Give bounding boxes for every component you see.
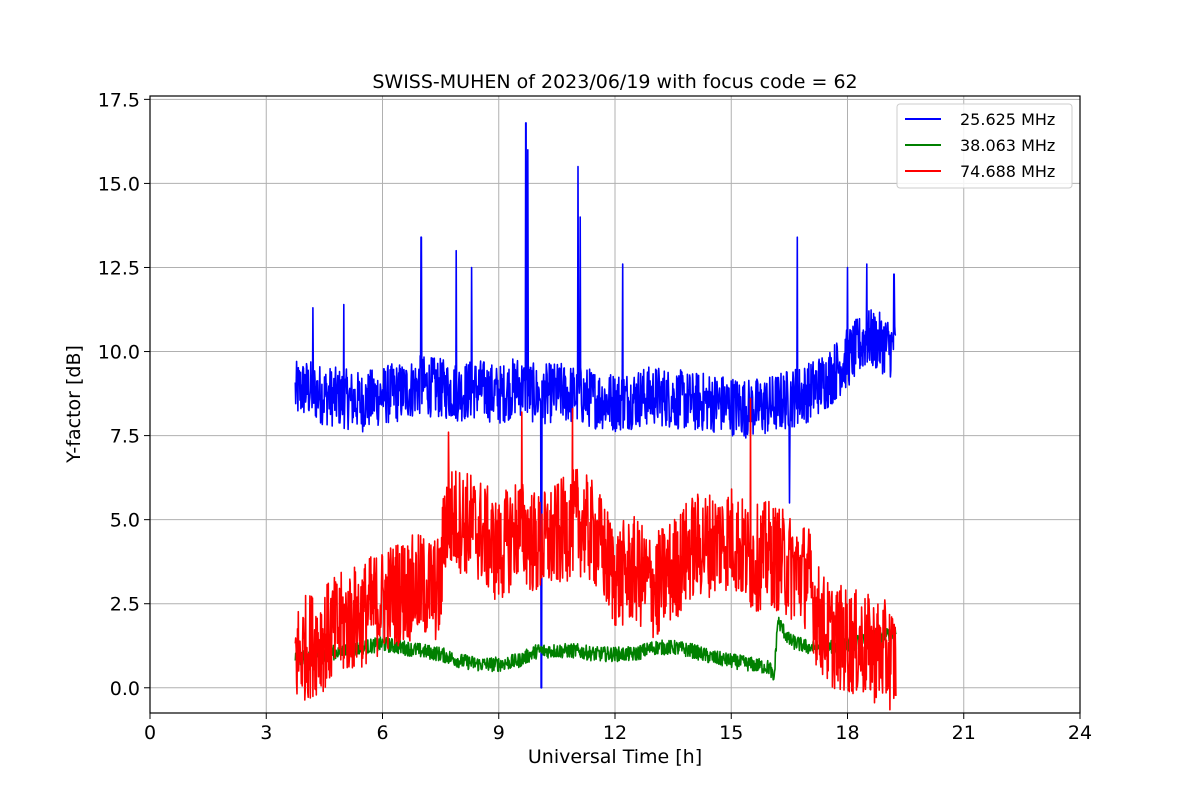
x-tick-label: 9	[493, 722, 505, 744]
series-line	[294, 616, 897, 681]
x-tick-label: 12	[603, 722, 627, 744]
x-tick-label: 0	[144, 722, 156, 744]
legend-entry: 74.688 MHz	[960, 162, 1055, 181]
x-tick-label: 3	[260, 722, 272, 744]
legend-entry: 25.625 MHz	[960, 110, 1055, 129]
plot-series	[294, 122, 897, 711]
axis-ticks: 0 3 6 9 12 15 18 21 24 0.0 2.5 5.0 7.5 10.0 12.5 15.0 17…	[98, 89, 1092, 744]
x-tick-label: 21	[952, 722, 976, 744]
legend-box	[896, 103, 1073, 189]
x-tick-label: 18	[835, 722, 859, 744]
x-tick-label: 24	[1068, 722, 1092, 744]
y-tick-label: 0.0	[110, 678, 140, 700]
legend-entry: 38.063 MHz	[960, 136, 1055, 155]
y-tick-label: 5.0	[110, 510, 140, 532]
y-tick-label: 2.5	[110, 594, 140, 616]
series-line	[294, 122, 897, 689]
y-tick-label: 12.5	[98, 257, 140, 279]
x-axis-label: Universal Time [h]	[528, 746, 702, 768]
series-line	[294, 397, 897, 711]
y-axis-label: Y-factor [dB]	[63, 345, 85, 464]
y-tick-label: 15.0	[98, 173, 140, 195]
x-tick-label: 15	[719, 722, 743, 744]
x-tick-label: 6	[376, 722, 388, 744]
chart-title: SWISS-MUHEN of 2023/06/19 with focus cod…	[372, 71, 857, 93]
y-tick-label: 7.5	[110, 426, 140, 448]
y-tick-label: 17.5	[98, 89, 140, 111]
y-tick-label: 10.0	[98, 342, 140, 364]
legend: 25.625 MHz 38.063 MHz 74.688 MHz	[896, 103, 1073, 189]
